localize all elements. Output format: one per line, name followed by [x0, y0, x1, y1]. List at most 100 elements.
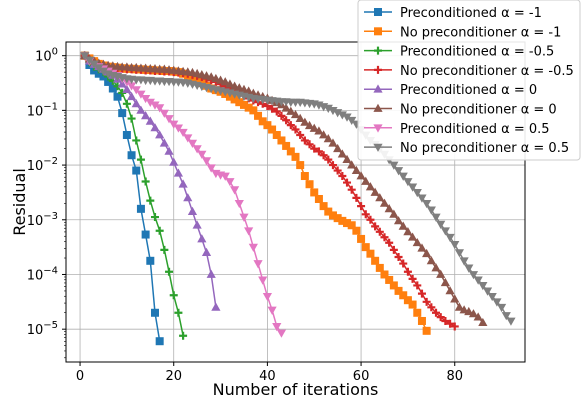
data-point	[150, 101, 160, 110]
data-point	[403, 296, 412, 305]
data-point	[361, 210, 370, 219]
data-point	[319, 202, 328, 211]
data-point	[408, 300, 417, 309]
data-point	[122, 84, 132, 93]
legend-label: Preconditioned α = -1	[400, 6, 542, 21]
data-point	[187, 206, 198, 215]
data-point	[357, 202, 366, 211]
data-point	[174, 308, 183, 317]
data-point	[366, 249, 375, 258]
data-point	[473, 276, 483, 285]
data-point	[314, 126, 324, 135]
y-tick-label: 10−5	[27, 320, 58, 338]
data-point	[268, 104, 277, 113]
data-point	[295, 113, 305, 122]
legend-entry: No preconditioner α = 0	[364, 103, 557, 118]
data-point	[132, 136, 141, 145]
data-point	[183, 134, 193, 143]
data-point	[385, 238, 394, 247]
data-point	[328, 138, 338, 147]
data-point	[440, 277, 450, 287]
data-point	[441, 316, 450, 325]
data-point	[431, 263, 441, 272]
data-point	[436, 269, 446, 278]
data-point	[487, 292, 497, 302]
data-point	[159, 138, 169, 147]
data-point	[309, 123, 319, 132]
data-point	[197, 234, 207, 243]
legend-entry: Preconditioned α = 0	[364, 83, 537, 98]
data-point	[333, 166, 342, 175]
data-point	[450, 322, 459, 331]
data-point	[94, 69, 103, 78]
data-point	[164, 146, 174, 155]
data-point	[165, 267, 174, 276]
data-point	[173, 168, 184, 177]
x-tick-label: 60	[353, 369, 370, 384]
data-point	[407, 183, 418, 192]
data-point	[155, 130, 165, 139]
data-point	[361, 243, 370, 252]
data-point	[187, 139, 198, 148]
data-point	[178, 128, 188, 138]
data-point	[319, 151, 328, 160]
data-point	[141, 94, 151, 104]
data-point	[183, 193, 193, 202]
data-point	[253, 260, 263, 269]
data-point	[155, 337, 164, 346]
data-point	[282, 116, 291, 125]
data-point	[347, 185, 356, 194]
data-point	[164, 115, 174, 124]
data-point	[323, 134, 333, 143]
data-point	[225, 178, 235, 187]
data-point	[258, 276, 268, 285]
data-point	[389, 281, 398, 290]
data-point	[454, 249, 465, 258]
y-tick-label: 10−4	[27, 265, 58, 283]
legend-entry: Preconditioned α = -1	[364, 6, 542, 21]
data-point	[122, 99, 131, 108]
x-axis-label: Number of iterations	[213, 380, 379, 399]
data-point	[89, 60, 99, 69]
legend-label: No preconditioner α = -0.5	[400, 64, 574, 79]
x-tick-label: 0	[76, 369, 84, 384]
data-point	[193, 76, 202, 85]
data-point	[398, 221, 408, 230]
data-point	[127, 151, 136, 160]
data-point	[431, 213, 441, 222]
data-point	[126, 82, 137, 91]
data-point	[422, 326, 431, 335]
data-point	[375, 193, 385, 202]
data-point	[371, 256, 380, 265]
data-point	[276, 329, 287, 338]
data-point	[310, 188, 319, 197]
data-point	[281, 103, 291, 112]
data-point	[178, 179, 188, 188]
data-point	[272, 130, 281, 139]
data-point	[366, 215, 375, 224]
data-point	[407, 232, 418, 241]
data-point	[389, 209, 399, 218]
data-point	[169, 120, 179, 129]
legend-marker	[373, 103, 383, 112]
data-point	[398, 172, 408, 181]
data-point	[296, 161, 305, 170]
data-point	[244, 86, 254, 95]
x-tick-label: 20	[165, 369, 182, 384]
data-point	[352, 226, 361, 235]
data-point	[300, 136, 309, 145]
data-point	[370, 187, 380, 196]
data-point	[201, 157, 212, 166]
data-point	[169, 157, 179, 166]
data-point	[132, 166, 141, 175]
series-5	[80, 50, 488, 327]
data-point	[403, 267, 412, 276]
data-point	[440, 227, 450, 236]
data-point	[173, 124, 184, 133]
data-point	[417, 289, 426, 298]
data-point	[230, 95, 239, 104]
data-point	[492, 298, 502, 307]
data-point	[371, 222, 380, 231]
legend-label: No preconditioner α = 0	[400, 103, 557, 118]
data-point	[445, 233, 455, 243]
